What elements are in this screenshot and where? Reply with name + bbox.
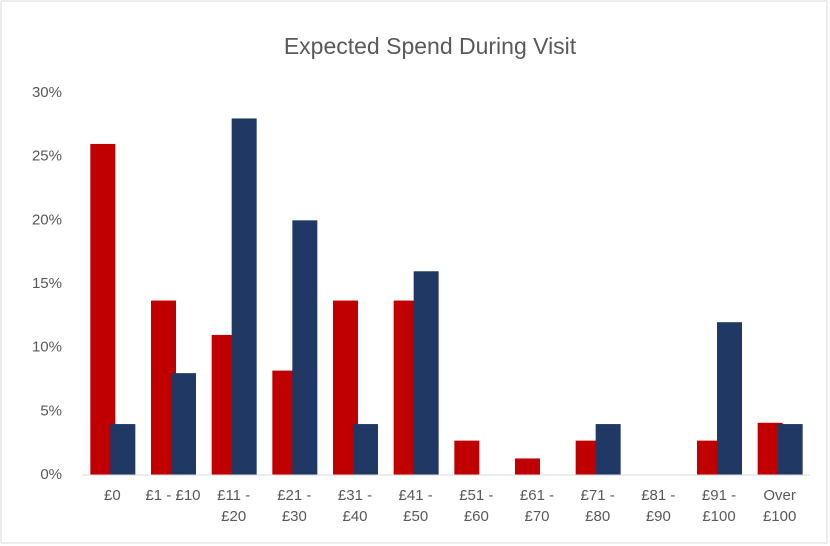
bar bbox=[353, 424, 378, 475]
bar bbox=[717, 322, 742, 475]
x-tick-label: £31 - £40 bbox=[337, 487, 373, 525]
x-tick-label: £1 - £10 bbox=[145, 487, 201, 504]
x-tick-label: £41 - £50 bbox=[398, 487, 433, 525]
x-tick-label: £81 - £90 bbox=[641, 487, 676, 525]
x-tick-label: £11 - £20 bbox=[217, 487, 251, 525]
x-tick-label: £91 - £100 bbox=[701, 487, 737, 525]
bar bbox=[454, 440, 480, 475]
y-tick-label: 15% bbox=[32, 275, 62, 292]
y-tick-label: 5% bbox=[40, 402, 62, 419]
bar bbox=[292, 220, 318, 475]
bar bbox=[777, 424, 803, 475]
y-tick-label: 30% bbox=[32, 84, 62, 101]
y-tick-label: 20% bbox=[32, 211, 62, 228]
y-tick-label: 10% bbox=[32, 339, 62, 356]
chart-title: Expected Spend During Visit bbox=[284, 33, 577, 59]
x-tick-label: £21 - £30 bbox=[277, 487, 312, 525]
bar bbox=[231, 118, 257, 475]
bar bbox=[595, 424, 621, 475]
x-tick-label: £51 - £60 bbox=[459, 487, 494, 525]
bar bbox=[171, 373, 196, 475]
x-tick-label: £0 bbox=[103, 487, 121, 504]
x-tick-label: £61 - £70 bbox=[519, 487, 555, 525]
bar bbox=[413, 271, 439, 475]
x-tick-label: Over £100 bbox=[762, 487, 797, 525]
y-tick-label: 0% bbox=[40, 466, 62, 483]
bar bbox=[90, 143, 116, 475]
y-tick-label: 25% bbox=[32, 148, 62, 165]
bar bbox=[515, 458, 540, 475]
x-tick-label: £71 - £80 bbox=[580, 487, 615, 525]
bar bbox=[110, 424, 136, 475]
